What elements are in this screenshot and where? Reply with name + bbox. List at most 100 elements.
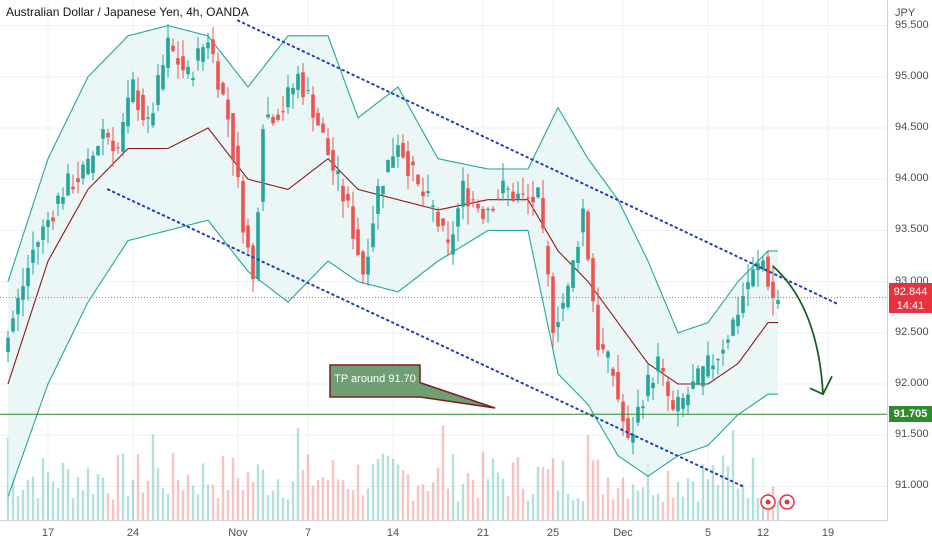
candle-body: [561, 302, 565, 309]
volume-bar: [581, 500, 585, 520]
candle-body: [536, 187, 540, 198]
volume-bar: [706, 479, 710, 520]
candle-body: [176, 58, 180, 65]
volume-bar: [146, 481, 150, 520]
candle-body: [741, 295, 745, 313]
candle-body: [251, 245, 255, 280]
candle-body: [401, 142, 405, 158]
volume-bar: [591, 460, 595, 520]
bollinger-upper-band: [7, 25, 778, 334]
price-chart[interactable]: [0, 0, 888, 520]
time-tick-label: 12: [756, 527, 770, 539]
candle-body: [486, 208, 490, 211]
candle-body: [656, 356, 660, 372]
volume-bar: [536, 466, 540, 520]
volume-bar: [211, 484, 215, 520]
volume-bar: [201, 463, 205, 520]
candle-body: [441, 218, 445, 226]
candle-body: [571, 260, 575, 288]
volume-bar: [181, 490, 185, 520]
volume-bar: [586, 435, 590, 520]
candle-body: [466, 188, 470, 207]
volume-bar: [761, 498, 765, 520]
candle-body: [421, 191, 425, 197]
volume-bar: [676, 481, 680, 520]
candle-body: [351, 206, 355, 239]
volume-bar: [636, 490, 640, 520]
candle-body: [516, 193, 520, 200]
candle-body: [651, 382, 655, 389]
event-icons: [760, 494, 795, 510]
volume-bar: [436, 467, 440, 520]
candle-body: [116, 147, 120, 149]
candle-body: [506, 188, 510, 190]
candle-body: [356, 229, 360, 255]
volume-bar: [316, 480, 320, 520]
volume-bar: [291, 481, 295, 520]
candle-body: [86, 158, 90, 175]
candle-body: [136, 90, 140, 111]
candle-body: [686, 394, 690, 406]
tp-callout-text: TP around 91.70: [334, 373, 416, 385]
volume-bar: [606, 477, 610, 520]
volume-bar: [276, 479, 280, 520]
price-tick-label: 94.000: [895, 172, 929, 185]
volume-bar: [431, 482, 435, 520]
volume-bar: [571, 500, 575, 520]
volume-bar: [131, 479, 135, 520]
volume-bar: [171, 452, 175, 520]
volume-bar: [46, 472, 50, 520]
volume-bar: [156, 468, 160, 520]
volume-bar: [81, 490, 85, 520]
volume-bar: [26, 479, 30, 520]
volume-bar: [256, 464, 260, 520]
candle-body: [141, 94, 145, 121]
candle-body: [541, 197, 545, 229]
candle-body: [216, 61, 220, 90]
volume-bar: [236, 478, 240, 520]
currency-unit: JPY: [895, 7, 916, 19]
candle-body: [16, 297, 20, 315]
volume-bar: [176, 479, 180, 520]
candle-body: [331, 150, 335, 171]
candle-body: [56, 195, 60, 204]
candle-body: [576, 246, 580, 264]
candle-body: [246, 225, 250, 248]
candle-body: [46, 220, 50, 227]
candle-body: [511, 191, 515, 202]
volume-bar: [471, 479, 475, 520]
candle-body: [191, 78, 195, 80]
candle-body: [731, 319, 735, 336]
candle-body: [206, 42, 210, 49]
candle-body: [501, 180, 505, 194]
candle-body: [311, 94, 315, 118]
projection-arrow: [772, 265, 824, 395]
volume-bar: [751, 457, 755, 520]
candle-body: [661, 368, 665, 372]
volume-bar: [601, 494, 605, 520]
volume-bar: [446, 488, 450, 520]
volume-bar: [551, 458, 555, 520]
volume-bar: [116, 455, 120, 520]
candle-body: [411, 161, 415, 166]
volume-bar: [76, 477, 80, 520]
candle-body: [211, 39, 215, 55]
volume-bar: [31, 476, 35, 520]
volume-bar: [401, 469, 405, 520]
volume-bar: [756, 497, 760, 520]
candle-body: [446, 239, 450, 243]
volume-bar: [531, 494, 535, 520]
candle-body: [771, 281, 775, 298]
candle-body: [521, 193, 525, 195]
volume-bar: [371, 463, 375, 520]
candle-body: [646, 374, 650, 397]
candle-body: [301, 72, 305, 98]
candle-body: [626, 418, 630, 438]
candle-body: [161, 65, 165, 90]
volume-bar: [716, 485, 720, 520]
candle-body: [766, 256, 770, 287]
volume-bar: [616, 488, 620, 520]
candle-body: [286, 87, 290, 108]
volume-bar: [301, 469, 305, 520]
candle-body: [496, 198, 500, 200]
